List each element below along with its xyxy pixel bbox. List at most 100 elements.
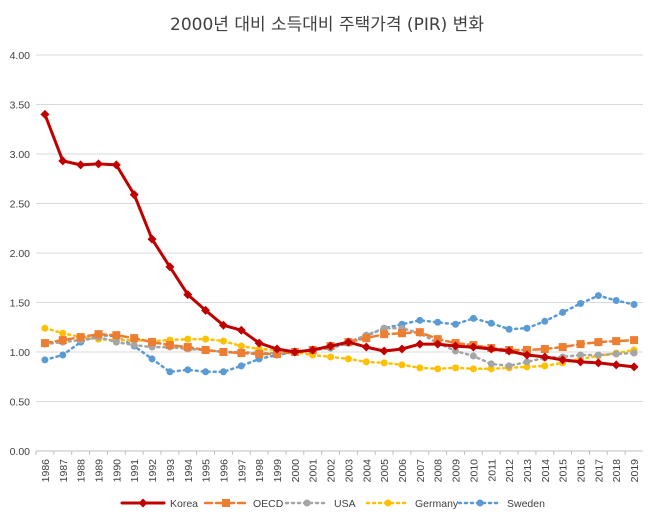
- korea-point: [451, 341, 461, 351]
- legend-item-oecd: OECD: [203, 498, 284, 510]
- x-tick-label: 2013: [522, 459, 534, 483]
- sweden-point: [612, 297, 620, 305]
- germany-point: [344, 355, 352, 363]
- x-tick-label: 1994: [183, 459, 195, 483]
- x-tick-label: 2001: [308, 459, 320, 483]
- germany-point: [362, 358, 370, 366]
- legend-marker: [303, 499, 311, 507]
- chart-title: 2000년 대비 소득대비 주택가격 (PIR) 변화: [170, 15, 484, 35]
- x-tick-label: 1987: [58, 459, 70, 483]
- germany-point: [237, 342, 245, 350]
- legend-marker: [138, 498, 148, 508]
- korea-point: [308, 345, 318, 355]
- oecd-point: [415, 328, 424, 337]
- usa-point: [112, 338, 120, 346]
- x-tick-label: 2009: [451, 459, 463, 483]
- x-tick-label: 2017: [593, 459, 605, 483]
- usa-point: [523, 358, 531, 366]
- sweden-point: [487, 319, 495, 327]
- korea-point: [183, 290, 193, 300]
- korea-point: [272, 344, 282, 354]
- sweden-point: [523, 324, 531, 332]
- x-tick-label: 1990: [111, 459, 123, 483]
- korea-point: [76, 160, 86, 170]
- korea-point: [129, 190, 139, 200]
- sweden-point: [237, 362, 245, 370]
- korea-point: [504, 346, 514, 356]
- x-tick-label: 1996: [218, 459, 230, 483]
- x-tick-label: 2010: [468, 459, 480, 483]
- legend-label: Germany: [415, 498, 459, 510]
- y-tick-label: 1.00: [10, 347, 31, 359]
- usa-point: [577, 351, 585, 359]
- korea-point: [397, 344, 407, 354]
- x-tick-label: 2019: [629, 459, 641, 483]
- oecd-point: [380, 330, 389, 339]
- sweden-point: [59, 351, 67, 359]
- sweden-point: [505, 325, 513, 333]
- x-tick-label: 2016: [576, 459, 588, 483]
- legend-marker: [384, 499, 392, 507]
- sweden-point: [577, 299, 585, 307]
- germany-point: [452, 364, 460, 372]
- sweden-point: [541, 317, 549, 325]
- korea-point: [290, 347, 300, 357]
- usa-point: [130, 341, 138, 349]
- legend-marker: [222, 499, 230, 507]
- x-tick-label: 2002: [326, 459, 338, 483]
- usa-point: [612, 350, 620, 358]
- sweden-point: [184, 366, 192, 374]
- oecd-point: [433, 335, 442, 344]
- oecd-point: [558, 343, 567, 352]
- korea-line: [43, 112, 636, 369]
- legend-label: OECD: [253, 498, 284, 510]
- oecd-point: [576, 340, 585, 349]
- y-tick-label: 3.50: [10, 100, 31, 112]
- x-tick-label: 2008: [433, 459, 445, 483]
- legend-label: USA: [334, 498, 356, 510]
- germany-point: [487, 365, 495, 373]
- korea-point: [40, 109, 50, 119]
- oecd-point: [130, 334, 139, 343]
- sweden-point: [41, 356, 49, 364]
- x-tick-label: 1992: [147, 459, 159, 483]
- x-tick-label: 1997: [236, 459, 248, 483]
- korea-point: [486, 344, 496, 354]
- legend-label: Korea: [170, 498, 198, 510]
- korea-point: [558, 355, 568, 365]
- germany-point: [59, 329, 67, 337]
- legend-marker: [476, 499, 484, 507]
- germany-point: [541, 362, 549, 370]
- usa-point: [380, 324, 388, 332]
- y-tick-label: 4.00: [10, 50, 31, 62]
- x-tick-label: 1995: [201, 459, 213, 483]
- germany-point: [184, 335, 192, 343]
- legend-item-usa: USA: [284, 498, 356, 510]
- sweden-point: [559, 308, 567, 316]
- korea-point: [165, 262, 175, 272]
- x-axis: 1986 1987 1988 1989 1990 1991 1992 1993 1994 1995…: [35, 451, 641, 483]
- korea-point: [254, 338, 264, 348]
- legend-item-korea: Korea: [120, 498, 198, 510]
- germany-point: [202, 335, 210, 343]
- korea-point: [629, 362, 639, 372]
- korea-point: [147, 234, 157, 244]
- korea-point: [611, 360, 621, 370]
- x-tick-label: 1998: [254, 459, 266, 483]
- x-tick-label: 2011: [486, 459, 498, 482]
- oecd-point: [540, 345, 549, 354]
- usa-point: [630, 349, 638, 357]
- x-tick-label: 1988: [76, 459, 88, 483]
- korea-point: [468, 342, 478, 352]
- x-tick-label: 1986: [40, 459, 52, 483]
- korea-point: [93, 159, 103, 169]
- korea-point: [433, 339, 443, 349]
- usa-point: [452, 347, 460, 355]
- oecd-point: [148, 338, 157, 347]
- sweden-point: [219, 368, 227, 376]
- x-tick-label: 2015: [558, 459, 570, 483]
- oecd-point: [255, 349, 264, 358]
- x-tick-label: 2007: [415, 459, 427, 483]
